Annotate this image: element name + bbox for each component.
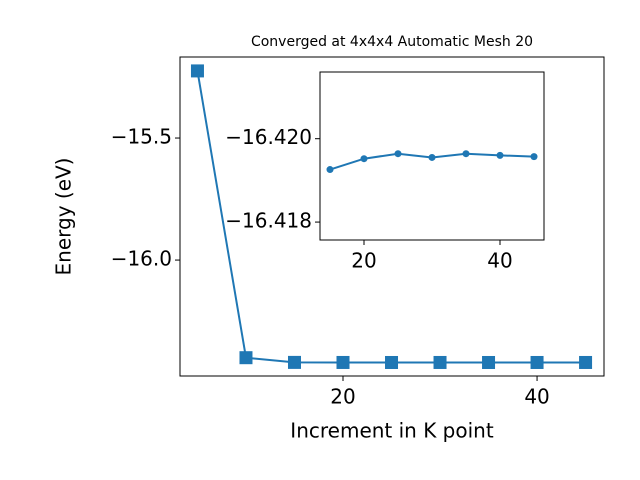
marker — [428, 153, 436, 161]
marker — [433, 355, 447, 369]
marker — [482, 355, 496, 369]
x-tick-label: 20 — [351, 249, 376, 273]
marker — [360, 155, 368, 163]
y-tick-label: −15.5 — [111, 125, 172, 149]
marker — [394, 150, 402, 158]
y-axis-label: Energy (eV) — [52, 158, 76, 276]
y-tick-label: −16.0 — [111, 247, 172, 271]
y-tick-label: −16.418 — [225, 209, 312, 233]
marker — [579, 355, 593, 369]
marker — [462, 150, 470, 158]
marker — [336, 355, 350, 369]
marker — [496, 151, 504, 159]
y-tick-label: −16.420 — [225, 125, 312, 149]
x-tick-label: 40 — [524, 385, 549, 409]
x-axis-label: Increment in K point — [290, 419, 494, 443]
marker — [239, 351, 253, 365]
x-tick-label: 20 — [330, 385, 355, 409]
marker — [385, 355, 399, 369]
x-tick-label: 40 — [487, 249, 512, 273]
marker — [530, 355, 544, 369]
marker — [326, 166, 334, 174]
marker — [190, 64, 204, 78]
marker — [287, 355, 301, 369]
chart-title: Converged at 4x4x4 Automatic Mesh 20 — [251, 34, 533, 50]
marker — [530, 153, 538, 161]
